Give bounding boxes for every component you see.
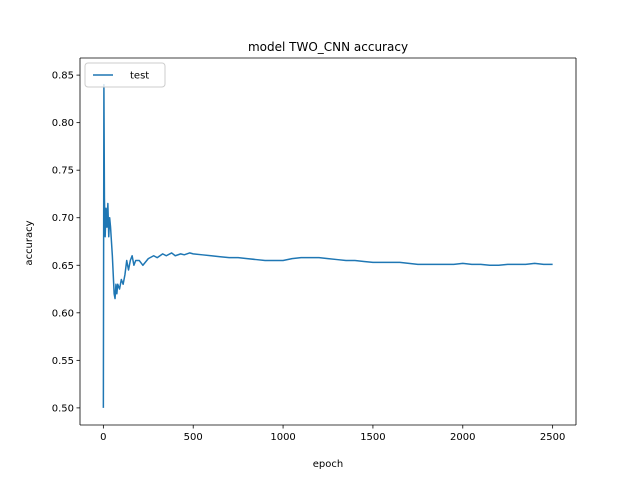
series-line-test (102, 83, 553, 408)
y-tick-label: 0.70 (52, 213, 74, 224)
x-tick-label: 500 (184, 432, 203, 443)
plot-area: 0 500 1000 1500 2000 2500 0.50 0.55 0.60 0.65 0.70… (52, 57, 577, 443)
chart-title: model TWO_CNN accuracy (248, 40, 408, 54)
x-tick-label: 2500 (540, 432, 565, 443)
y-tick-label: 0.65 (52, 261, 74, 272)
legend-label: test (130, 71, 149, 82)
x-tick-label: 0 (100, 432, 106, 443)
y-tick-label: 0.85 (52, 71, 74, 82)
x-tick-label: 1000 (270, 432, 295, 443)
y-tick-label: 0.60 (52, 308, 74, 319)
x-axis-label: epoch (313, 459, 343, 470)
y-tick-label: 0.80 (52, 118, 74, 129)
x-tick-label: 2000 (450, 432, 475, 443)
legend-box (84, 62, 166, 88)
y-tick-label: 0.50 (52, 403, 74, 414)
y-tick-label: 0.75 (52, 166, 74, 177)
y-tick-label: 0.55 (52, 356, 74, 367)
x-tick-label: 1500 (360, 432, 385, 443)
y-axis-label: accuracy (24, 220, 35, 265)
